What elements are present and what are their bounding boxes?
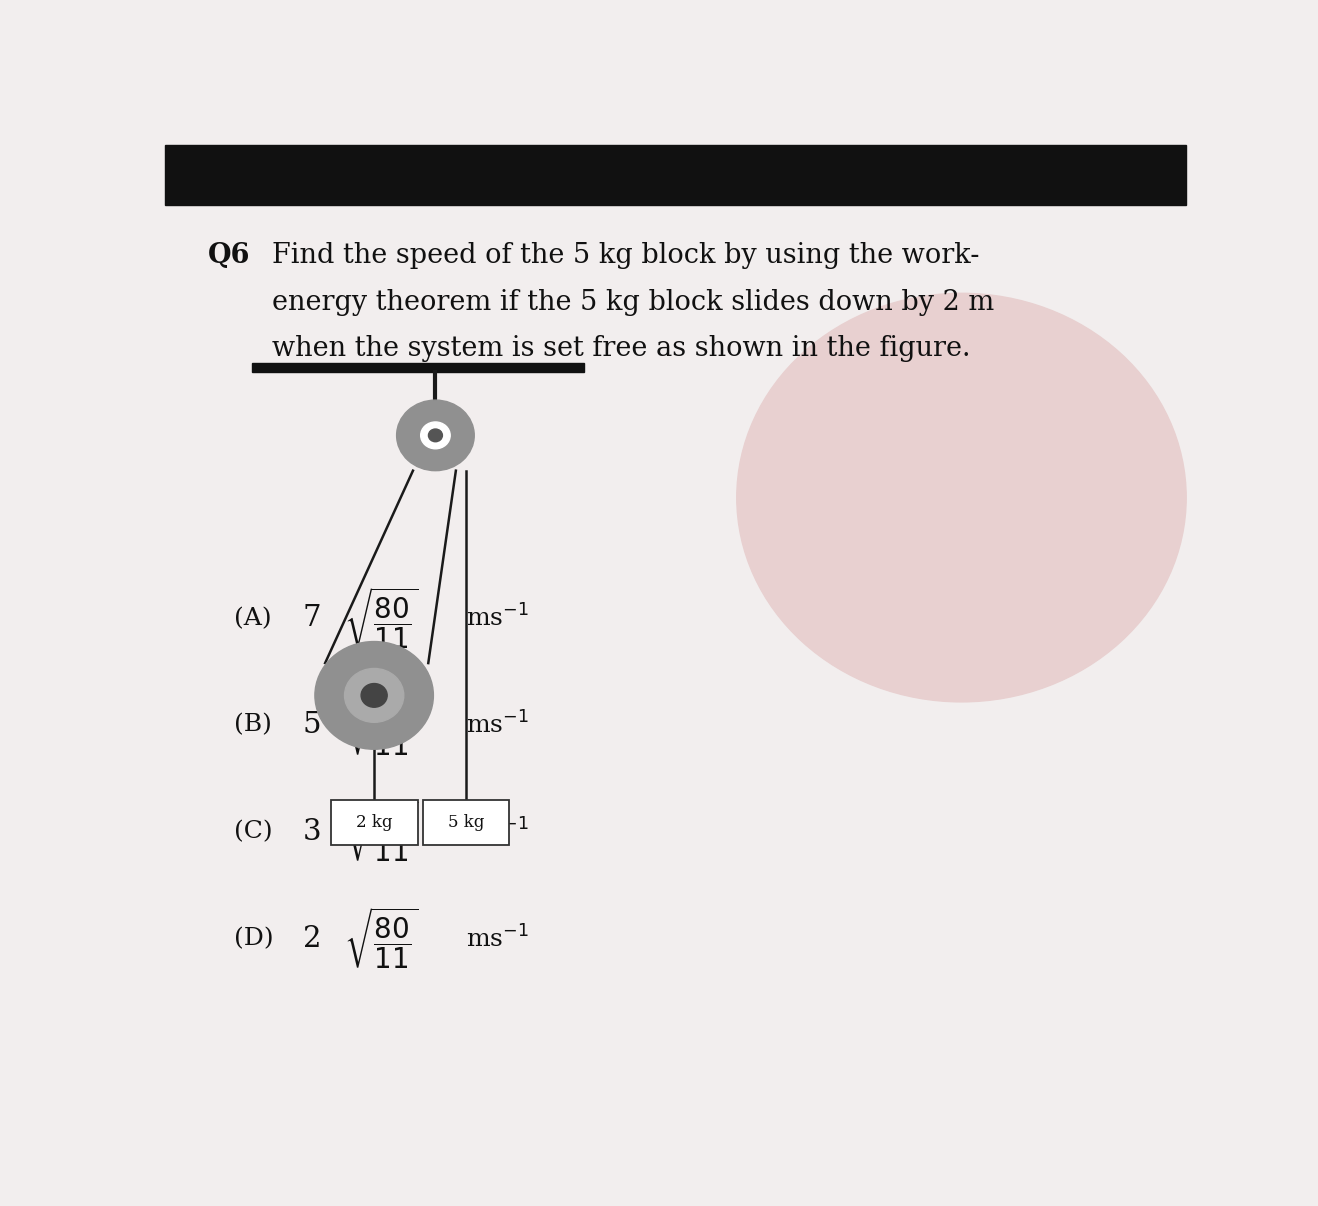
Text: 5 kg: 5 kg bbox=[448, 814, 484, 831]
Text: (D): (D) bbox=[235, 927, 274, 950]
Text: ms$^{-1}$: ms$^{-1}$ bbox=[467, 712, 529, 739]
Circle shape bbox=[315, 642, 434, 749]
Circle shape bbox=[344, 668, 403, 722]
Text: 7: 7 bbox=[303, 604, 322, 632]
Text: ms$^{-1}$: ms$^{-1}$ bbox=[467, 819, 529, 845]
Text: $\sqrt{\dfrac{80}{11}}$: $\sqrt{\dfrac{80}{11}}$ bbox=[344, 692, 418, 757]
Text: (C): (C) bbox=[235, 820, 273, 843]
Text: Q6: Q6 bbox=[208, 242, 250, 269]
Text: 3: 3 bbox=[303, 818, 322, 845]
Circle shape bbox=[737, 293, 1186, 702]
Text: $\sqrt{\dfrac{80}{11}}$: $\sqrt{\dfrac{80}{11}}$ bbox=[344, 906, 418, 971]
Text: Find the speed of the 5 kg block by using the work-: Find the speed of the 5 kg block by usin… bbox=[272, 242, 979, 269]
Text: 2: 2 bbox=[303, 925, 322, 953]
Text: $\sqrt{\dfrac{80}{11}}$: $\sqrt{\dfrac{80}{11}}$ bbox=[344, 586, 418, 651]
FancyBboxPatch shape bbox=[331, 801, 418, 845]
Text: ms$^{-1}$: ms$^{-1}$ bbox=[467, 604, 529, 632]
Text: 5: 5 bbox=[303, 712, 322, 739]
Circle shape bbox=[428, 429, 443, 441]
Text: (B): (B) bbox=[235, 714, 272, 737]
Text: when the system is set free as shown in the figure.: when the system is set free as shown in … bbox=[272, 335, 970, 362]
Circle shape bbox=[397, 400, 474, 470]
Text: 2 kg: 2 kg bbox=[356, 814, 393, 831]
Circle shape bbox=[361, 684, 387, 707]
FancyBboxPatch shape bbox=[423, 801, 510, 845]
Circle shape bbox=[420, 422, 451, 449]
Bar bbox=[165, 145, 1186, 205]
Text: (A): (A) bbox=[235, 607, 272, 630]
Text: ms$^{-1}$: ms$^{-1}$ bbox=[467, 925, 529, 953]
Bar bbox=[252, 363, 584, 373]
Text: energy theorem if the 5 kg block slides down by 2 m: energy theorem if the 5 kg block slides … bbox=[272, 288, 994, 316]
Text: $\sqrt{\dfrac{80}{11}}$: $\sqrt{\dfrac{80}{11}}$ bbox=[344, 800, 418, 865]
